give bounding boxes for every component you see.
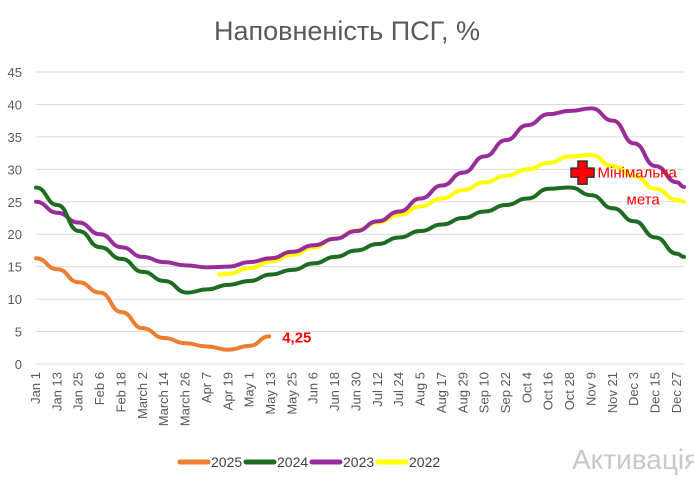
x-tick-label: Dec 15 — [648, 372, 663, 413]
x-tick-label: Aug 29 — [455, 372, 470, 413]
y-tick-label: 20 — [8, 227, 22, 242]
x-tick-label: Jun 6 — [306, 372, 321, 404]
x-tick-label: Jun 30 — [348, 372, 363, 411]
series-line-2022 — [217, 153, 686, 277]
watermark: Активація — [572, 444, 694, 475]
x-tick-label: Aug 17 — [434, 372, 449, 413]
x-tick-label: Jan 1 — [28, 372, 43, 404]
x-tick-label: May 25 — [284, 372, 299, 415]
y-tick-label: 45 — [8, 65, 22, 80]
x-tick-label: March 26 — [178, 372, 193, 426]
y-tick-label: 30 — [8, 162, 22, 177]
legend-label-2022: 2022 — [409, 454, 440, 470]
y-tick-label: 10 — [8, 292, 22, 307]
legend-label-2025: 2025 — [211, 454, 242, 470]
y-tick-label: 5 — [15, 325, 22, 340]
series-line-2023 — [34, 106, 686, 270]
x-tick-label: Sep 10 — [477, 372, 492, 413]
x-tick-label: Apr 7 — [199, 372, 214, 403]
series-line-2024 — [34, 185, 686, 295]
x-tick-label: May 1 — [242, 372, 257, 407]
y-tick-label: 25 — [8, 195, 22, 210]
y-tick-label: 0 — [15, 357, 22, 372]
y-tick-label: 40 — [8, 97, 22, 112]
series-line-2025 — [34, 256, 272, 352]
x-tick-label: Dec 27 — [669, 372, 684, 413]
annotation-min-target-line1: Мінімальна — [598, 165, 678, 182]
x-tick-label: Feb 18 — [113, 372, 128, 412]
x-tick-label: Oct 4 — [519, 372, 534, 403]
x-tick-label: March 14 — [156, 372, 171, 426]
annotation-2025-value: 4,25 — [282, 329, 311, 346]
x-tick-label: Nov 9 — [583, 372, 598, 406]
x-tick-label: Jun 18 — [327, 372, 342, 411]
x-tick-label: Apr 19 — [220, 372, 235, 410]
legend-label-2024: 2024 — [277, 454, 308, 470]
y-tick-label: 35 — [8, 130, 22, 145]
x-tick-label: Jul 12 — [370, 372, 385, 407]
x-tick-label: Jul 24 — [391, 372, 406, 407]
x-tick-label: May 13 — [263, 372, 278, 415]
x-tick-label: Sep 22 — [498, 372, 513, 413]
x-tick-label: Dec 3 — [626, 372, 641, 406]
x-tick-label: Aug 5 — [413, 372, 428, 406]
x-tick-label: Jan 13 — [49, 372, 64, 411]
cross-marker-icon — [570, 160, 595, 185]
chart-title: Наповненість ПСГ, % — [214, 16, 480, 46]
x-tick-label: Nov 21 — [605, 372, 620, 413]
x-tick-label: Oct 28 — [562, 372, 577, 410]
y-tick-label: 15 — [8, 260, 22, 275]
x-tick-label: March 2 — [135, 372, 150, 419]
x-tick-label: Feb 6 — [92, 372, 107, 405]
x-tick-label: Oct 16 — [541, 372, 556, 410]
annotation-min-target-line2: мета — [627, 192, 661, 209]
x-tick-label: Jan 25 — [71, 372, 86, 411]
legend-label-2023: 2023 — [343, 454, 374, 470]
